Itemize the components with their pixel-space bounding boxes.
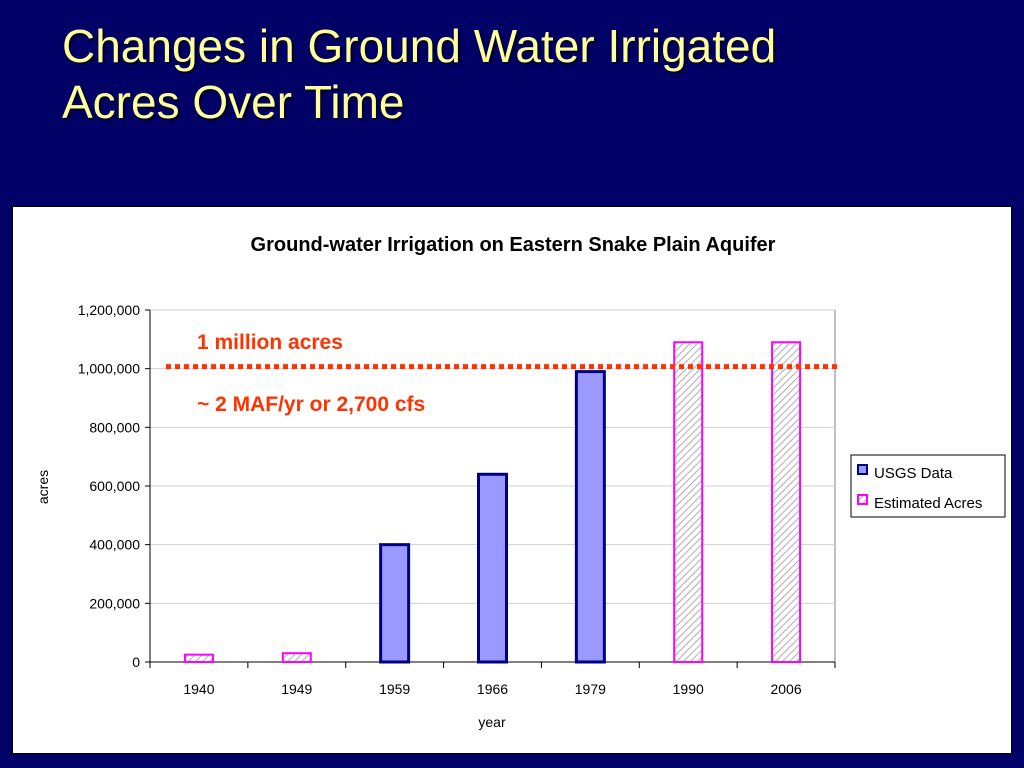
x-tick-label: 1979 <box>575 681 606 697</box>
bar-usgs-1959 <box>379 543 411 664</box>
bars <box>183 341 802 664</box>
slide-title-line-1: Changes in Ground Water Irrigated <box>62 20 777 72</box>
x-tick-label: 2006 <box>770 681 801 697</box>
y-tick-label: 0 <box>132 654 140 670</box>
bar-estimated-1990 <box>673 341 704 663</box>
y-tick-label: 400,000 <box>89 537 140 553</box>
legend-label-estimated: Estimated Acres <box>874 495 982 512</box>
y-tick-label: 800,000 <box>89 419 140 435</box>
y-tick-label: 600,000 <box>89 478 140 494</box>
bar-usgs-1966 <box>477 472 508 664</box>
y-axis-label: acres <box>35 470 51 504</box>
slide-title-line-2: Acres Over Time <box>62 76 405 128</box>
bar-usgs-1979 <box>574 370 606 664</box>
x-tick-label: 1966 <box>477 681 508 697</box>
chart-panel: Ground-water Irrigation on Eastern Snake… <box>12 206 1012 754</box>
annotation-maf: ~ 2 MAF/yr or 2,700 cfs <box>197 393 425 416</box>
bar-chart: Ground-water Irrigation on Eastern Snake… <box>35 234 1006 730</box>
axes: 0 200,000 400,000 600,000 800,000 1,000,000 1,… <box>78 302 836 697</box>
x-tick-label: 1959 <box>379 681 410 697</box>
x-tick-label: 1949 <box>281 681 312 697</box>
x-tick-label: 1990 <box>673 681 704 697</box>
x-tick-label: 1940 <box>183 681 214 697</box>
slide-title: Changes in Ground Water Irrigated Acres … <box>62 18 1002 130</box>
bar-estimated-1940 <box>183 653 214 663</box>
legend-swatch-estimated <box>857 494 868 505</box>
legend-swatch-usgs <box>857 464 868 475</box>
chart-title: Ground-water Irrigation on Eastern Snake… <box>251 234 776 256</box>
legend: USGS Data Estimated Acres <box>850 454 1006 518</box>
y-tick-label: 200,000 <box>89 595 140 611</box>
y-tick-label: 1,000,000 <box>78 361 140 377</box>
bar-estimated-1949 <box>281 652 312 664</box>
legend-label-usgs: USGS Data <box>874 465 953 482</box>
y-tick-label: 1,200,000 <box>78 302 140 318</box>
bar-estimated-2006 <box>771 341 802 663</box>
x-axis-label: year <box>478 714 506 730</box>
annotation-million-acres: 1 million acres <box>197 331 343 354</box>
legend-box <box>850 454 1006 518</box>
